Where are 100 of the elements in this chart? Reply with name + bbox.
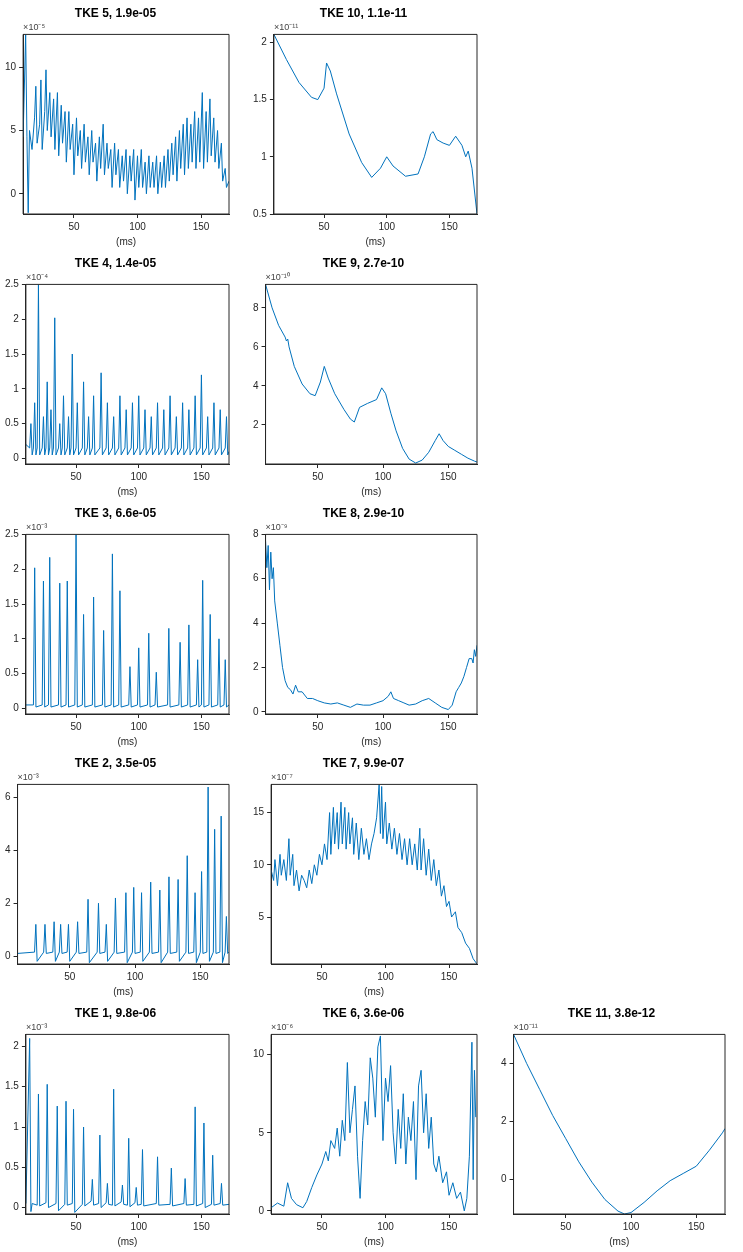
- x-tick-label: 50: [316, 1220, 328, 1232]
- x-axis-title: (ms): [116, 235, 137, 247]
- text: ×10⁻⁴: [25, 272, 49, 283]
- x-tick-label: 50: [318, 220, 331, 232]
- x-tick-label: 100: [378, 220, 396, 232]
- y-tick-label: 2: [253, 661, 259, 673]
- text: ×10⁻³: [25, 1022, 48, 1033]
- y-tick-label: 1.5: [5, 1080, 20, 1092]
- y-tick-label: 2: [253, 418, 259, 430]
- chart-title: TKE 2, 3.5e-05: [74, 755, 157, 770]
- x-tick-label: 150: [192, 220, 210, 232]
- x-tick-label: 100: [130, 470, 148, 482]
- y-tick-label: 0: [13, 1201, 20, 1213]
- y-tick-label: 8: [253, 301, 259, 313]
- x-tick-label: 50: [70, 470, 83, 482]
- y-tick-label: 2.5: [5, 278, 20, 290]
- chart-title: TKE 11, 3.8e-12: [567, 1005, 656, 1020]
- x-tick-label: 150: [193, 720, 211, 732]
- x-tick-label: 150: [440, 970, 458, 982]
- chart-title: TKE 5, 1.9e-05: [74, 5, 157, 20]
- x-axis-title: (ms): [361, 735, 382, 747]
- x-tick-label: 50: [316, 970, 328, 982]
- x-axis-title: (ms): [117, 735, 138, 747]
- chart-title: TKE 9, 2.7e-10: [322, 255, 405, 270]
- x-tick-label: 50: [64, 970, 76, 982]
- x-tick-label: 100: [622, 1220, 640, 1232]
- text: ×10⁻¹¹: [513, 1022, 538, 1033]
- y-tick-label: 2: [501, 1115, 507, 1127]
- y-tick-label: 0.5: [253, 207, 268, 219]
- x-tick-label: 150: [193, 470, 211, 482]
- y-tick-label: 2: [13, 562, 20, 574]
- x-tick-label: 100: [377, 1220, 395, 1232]
- y-tick-label: 2.5: [5, 528, 20, 540]
- x-tick-label: 100: [130, 720, 148, 732]
- y-tick-label: 2: [13, 1040, 20, 1052]
- x-tick-label: 100: [374, 720, 392, 732]
- chart-title: TKE 1, 9.8e-06: [74, 1005, 157, 1020]
- chart-title: TKE 6, 3.6e-06: [322, 1005, 405, 1020]
- text: ×10⁻⁶: [271, 1022, 294, 1033]
- x-axis-title: (ms): [117, 1235, 138, 1247]
- y-tick-label: 4: [501, 1057, 507, 1069]
- y-tick-label: 5: [258, 1126, 265, 1138]
- y-tick-label: 0: [13, 702, 20, 714]
- y-tick-label: 0: [258, 1204, 265, 1216]
- y-tick-label: 4: [5, 844, 11, 856]
- x-axis-title: (ms): [609, 1235, 630, 1247]
- text: ×10⁻¹⁰: [265, 272, 290, 283]
- x-tick-label: 50: [68, 220, 80, 232]
- text: ×10⁻⁷: [271, 772, 293, 783]
- y-tick-label: 0.5: [5, 417, 20, 429]
- text: ×10⁻⁹: [265, 522, 288, 533]
- y-tick-label: 2: [261, 36, 268, 48]
- y-tick-label: 10: [253, 858, 265, 870]
- y-tick-label: 1.5: [253, 93, 268, 105]
- y-tick-label: 1.5: [5, 347, 20, 359]
- y-tick-label: 2: [13, 312, 20, 324]
- x-axis-title: (ms): [365, 235, 386, 247]
- x-axis-title: (ms): [361, 485, 382, 497]
- x-tick-label: 50: [312, 720, 324, 732]
- x-tick-label: 150: [439, 720, 458, 732]
- y-tick-label: 10: [253, 1048, 265, 1060]
- y-tick-label: 2: [5, 897, 11, 908]
- y-tick-label: 0: [13, 452, 20, 464]
- y-tick-label: 15: [253, 806, 265, 818]
- text: ×10⁻³: [25, 522, 48, 533]
- x-tick-label: 150: [441, 220, 459, 232]
- chart-title: TKE 7, 9.9e-07: [322, 755, 405, 770]
- x-tick-label: 150: [193, 1220, 211, 1232]
- x-tick-label: 100: [126, 970, 144, 982]
- y-tick-label: 4: [253, 616, 259, 628]
- text: ×10⁻⁵: [23, 22, 46, 33]
- chart-title: TKE 8, 2.9e-10: [322, 505, 405, 520]
- x-tick-label: 100: [130, 1220, 148, 1232]
- text: ×10⁻³: [17, 772, 39, 783]
- y-tick-label: 0: [501, 1172, 507, 1184]
- y-tick-label: 8: [253, 528, 259, 540]
- y-tick-label: 0: [10, 187, 17, 199]
- x-tick-label: 100: [129, 220, 147, 232]
- y-tick-label: 6: [253, 340, 259, 352]
- x-tick-label: 50: [70, 720, 83, 732]
- y-tick-label: 0: [253, 705, 259, 717]
- chart-title: TKE 3, 6.6e-05: [74, 505, 157, 520]
- x-tick-label: 100: [377, 970, 395, 982]
- x-tick-label: 150: [439, 470, 458, 482]
- x-tick-label: 50: [312, 470, 324, 482]
- x-axis-title: (ms): [364, 985, 385, 997]
- y-tick-label: 6: [253, 572, 259, 584]
- x-axis-title: (ms): [117, 485, 138, 497]
- x-tick-label: 150: [191, 970, 210, 982]
- chart-title: TKE 10, 1.1e-11: [319, 5, 408, 20]
- y-tick-label: 5: [10, 124, 17, 136]
- x-tick-label: 50: [560, 1220, 572, 1232]
- chart-title: TKE 4, 1.4e-05: [74, 255, 157, 270]
- x-axis-title: (ms): [113, 985, 134, 997]
- y-tick-label: 10: [5, 61, 17, 73]
- y-tick-label: 4: [253, 379, 259, 391]
- x-axis-title: (ms): [364, 1235, 385, 1247]
- y-tick-label: 0: [5, 949, 11, 961]
- y-tick-label: 0.5: [5, 667, 20, 679]
- y-tick-label: 1: [261, 150, 268, 162]
